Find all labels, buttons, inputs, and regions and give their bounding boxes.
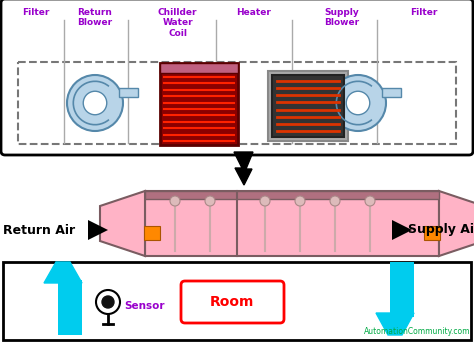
FancyBboxPatch shape xyxy=(181,281,284,323)
Text: Chillder
Water
Coil: Chillder Water Coil xyxy=(158,8,198,38)
Bar xyxy=(3,262,471,340)
Bar xyxy=(160,63,238,73)
Bar xyxy=(145,191,439,256)
Text: Filter: Filter xyxy=(410,8,438,17)
Circle shape xyxy=(295,196,305,206)
Polygon shape xyxy=(376,313,414,335)
Bar xyxy=(144,226,160,240)
Bar xyxy=(145,191,439,199)
Text: Supply Air: Supply Air xyxy=(408,224,474,237)
FancyBboxPatch shape xyxy=(1,0,473,155)
Bar xyxy=(390,262,414,317)
Bar xyxy=(268,71,348,141)
Bar xyxy=(424,226,440,240)
Text: Filter: Filter xyxy=(22,8,49,17)
Circle shape xyxy=(83,91,107,115)
Text: Room: Room xyxy=(210,295,254,309)
Text: Sensor: Sensor xyxy=(124,301,164,311)
Circle shape xyxy=(170,196,180,206)
Polygon shape xyxy=(382,88,401,97)
Text: Supply
Blower: Supply Blower xyxy=(324,8,359,28)
Circle shape xyxy=(346,91,370,115)
Polygon shape xyxy=(119,88,138,97)
Bar xyxy=(272,75,344,137)
Bar xyxy=(160,63,238,145)
Polygon shape xyxy=(439,191,474,256)
Circle shape xyxy=(205,196,215,206)
Polygon shape xyxy=(44,262,82,283)
Text: Heater: Heater xyxy=(236,8,271,17)
Circle shape xyxy=(330,196,340,206)
Text: AutomationCommunity.com: AutomationCommunity.com xyxy=(364,327,470,336)
Circle shape xyxy=(365,196,375,206)
Circle shape xyxy=(330,75,386,131)
Polygon shape xyxy=(100,191,145,256)
Bar xyxy=(58,280,82,335)
Circle shape xyxy=(96,290,120,314)
Polygon shape xyxy=(88,220,108,240)
Bar xyxy=(18,62,456,144)
Circle shape xyxy=(260,196,270,206)
Polygon shape xyxy=(392,220,412,240)
Circle shape xyxy=(67,75,123,131)
Text: Return
Blower: Return Blower xyxy=(77,8,112,28)
Text: Return Air: Return Air xyxy=(3,224,75,237)
Polygon shape xyxy=(234,152,253,185)
Circle shape xyxy=(102,296,114,308)
